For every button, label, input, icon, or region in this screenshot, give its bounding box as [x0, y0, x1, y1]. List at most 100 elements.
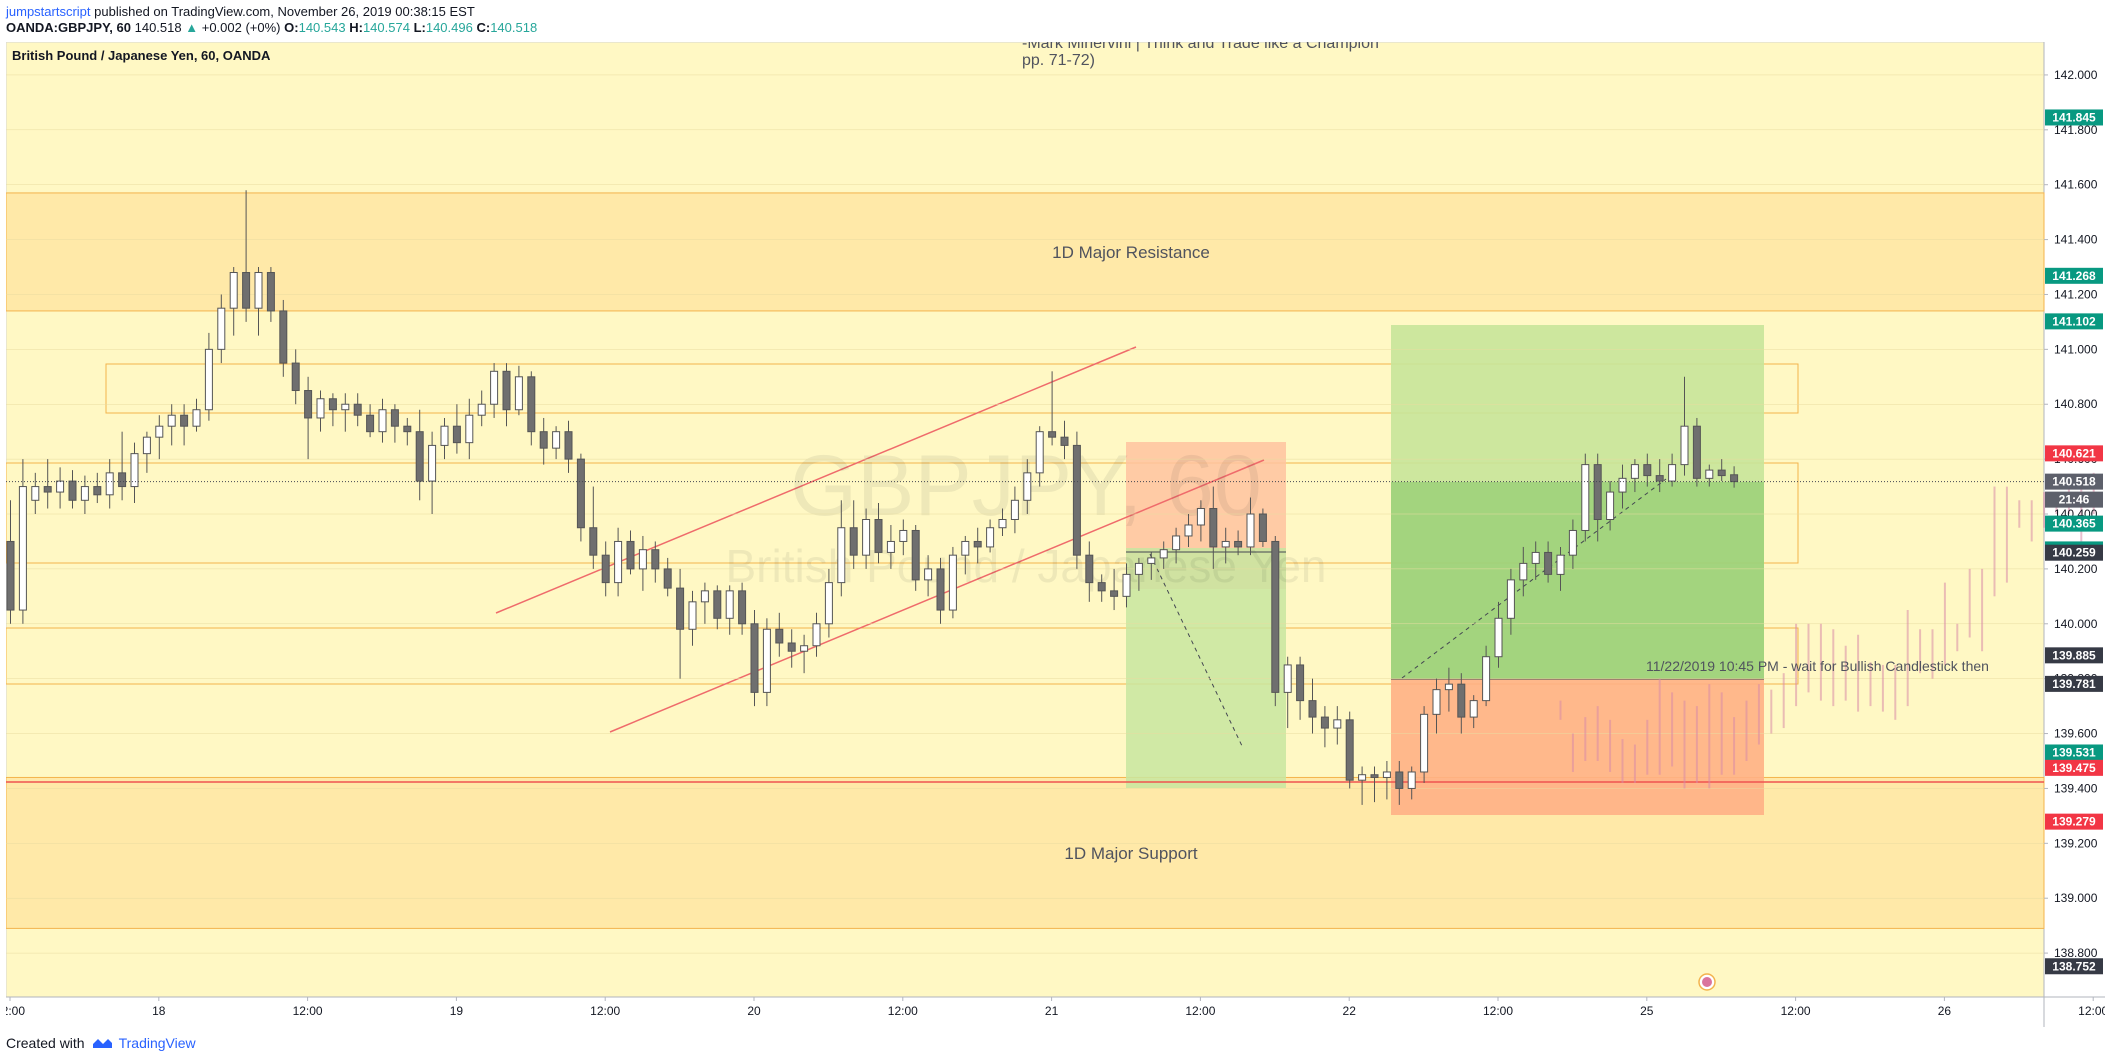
tradingview-logo-icon[interactable] — [91, 1036, 113, 1050]
candle-17 — [217, 294, 226, 364]
publish-line: jumpstartscript published on TradingView… — [6, 4, 537, 20]
created-with-label: Created with — [6, 1035, 85, 1051]
svg-text:140.621: 140.621 — [2052, 446, 2096, 460]
svg-text:141.268: 141.268 — [2052, 269, 2096, 283]
time-axis[interactable]: 12:00 18 12:00 19 12:00 20 12:00 21 12:00 22 12:00… — [6, 997, 2105, 1018]
price-markers: 141.845 141.268 141.102 140.621 140.518 21:46… — [2045, 109, 2103, 975]
candle-121 — [1506, 568, 1515, 635]
candle-94 — [1172, 527, 1181, 564]
candle-130 — [1618, 464, 1627, 509]
candle-34 — [428, 431, 437, 515]
svg-text:140.365: 140.365 — [2052, 517, 2096, 531]
candle-101 — [1258, 508, 1267, 547]
candle-126 — [1568, 519, 1577, 569]
candle-61 — [762, 618, 771, 707]
candle-118 — [1469, 695, 1478, 729]
candle-62 — [775, 612, 784, 657]
short-target-zone — [1126, 548, 1286, 788]
candle-74 — [924, 555, 933, 597]
candle-131 — [1630, 459, 1639, 493]
candle-3 — [43, 459, 52, 509]
y-tick-label-16: 138.800 — [2054, 946, 2098, 960]
candle-116 — [1444, 667, 1453, 712]
price-marker-3: 140.621 — [2045, 445, 2103, 462]
price-marker-6: 140.365 — [2045, 515, 2103, 532]
open-value: 140.543 — [298, 20, 346, 35]
candlestick-chart[interactable]: GBPJPY, 60 British Pound / Japanese Yen … — [6, 42, 2105, 1027]
candle-55 — [688, 590, 697, 646]
candle-100 — [1246, 497, 1255, 556]
candle-64 — [800, 634, 809, 674]
chart-frame[interactable]: GBPJPY, 60 British Pound / Japanese Yen … — [6, 42, 2105, 1027]
trade-annotation: 11/22/2019 10:45 PM - wait for Bullish C… — [1646, 658, 1989, 674]
candle-4 — [56, 467, 65, 509]
candle-36 — [452, 404, 461, 454]
price-marker-2: 141.102 — [2045, 313, 2103, 330]
candle-30 — [378, 398, 387, 443]
candle-38 — [477, 390, 486, 427]
footer: Created with TradingView — [6, 1035, 196, 1051]
candle-92 — [1147, 552, 1156, 580]
y-tick-label-3: 141.400 — [2054, 233, 2098, 247]
x-tick-label-14: 12:00 — [2078, 1004, 2105, 1018]
candle-115 — [1432, 678, 1441, 734]
candle-52 — [651, 541, 660, 583]
candle-96 — [1196, 500, 1205, 542]
y-tick-label-13: 139.400 — [2054, 781, 2098, 795]
range-box — [6, 462, 1799, 564]
candle-28 — [353, 393, 362, 427]
x-tick-label-2: 12:00 — [293, 1004, 323, 1018]
candle-53 — [663, 557, 672, 597]
svg-text:139.781: 139.781 — [2052, 677, 2096, 691]
symbol-name: OANDA:GBPJPY, 60 — [6, 20, 131, 35]
candle-67 — [837, 500, 846, 597]
svg-text:21:46: 21:46 — [2059, 493, 2090, 507]
x-tick-label-8: 12:00 — [1185, 1004, 1215, 1018]
candle-21 — [266, 267, 275, 322]
candle-7 — [93, 472, 102, 504]
candle-93 — [1159, 541, 1168, 569]
candle-102 — [1271, 535, 1280, 707]
candle-58 — [725, 585, 734, 635]
candle-136 — [1692, 417, 1701, 487]
price-marker-12: 139.475 — [2045, 759, 2103, 776]
candle-109 — [1358, 766, 1367, 805]
change-arrow-icon: ▲ — [185, 20, 199, 35]
x-tick-label-1: 18 — [152, 1004, 166, 1018]
candle-41 — [514, 365, 523, 416]
author-link[interactable]: jumpstartscript — [6, 4, 91, 19]
zone-labels: 1D Major Resistance 1D Major Support — [1052, 243, 1210, 863]
long-stop-zone — [1391, 679, 1764, 815]
x-tick-label-10: 12:00 — [1483, 1004, 1513, 1018]
candle-79 — [986, 519, 995, 553]
candle-49 — [614, 527, 623, 597]
candle-137 — [1705, 464, 1714, 487]
candle-124 — [1544, 541, 1553, 583]
y-tick-label-6: 140.800 — [2054, 397, 2098, 411]
candle-18 — [229, 267, 238, 336]
drawings-layer — [6, 325, 2044, 815]
candle-90 — [1122, 563, 1131, 608]
y-tick-label-2: 141.600 — [2054, 178, 2098, 192]
long-projection-path — [1401, 478, 1667, 679]
candle-122 — [1519, 546, 1528, 597]
publish-info: published on TradingView.com, November 2… — [94, 4, 475, 19]
quote-line-2: pp. 71-72) — [1022, 52, 1095, 69]
y-tick-label-9: 140.200 — [2054, 562, 2098, 576]
candle-47 — [589, 486, 598, 569]
tradingview-brand-link[interactable]: TradingView — [118, 1035, 196, 1051]
candle-76 — [948, 546, 957, 619]
symbol-line: OANDA:GBPJPY, 60 140.518 ▲ +0.002 (+0%) … — [6, 20, 537, 36]
long-target-zone-upper — [1391, 325, 1764, 482]
y-tick-label-5: 141.000 — [2054, 342, 2098, 356]
candle-88 — [1097, 574, 1106, 602]
candle-59 — [738, 582, 747, 635]
close-label: C: — [476, 20, 491, 35]
price-marker-14: 138.752 — [2045, 958, 2103, 975]
chart-title: British Pound / Japanese Yen, 60, OANDA — [12, 48, 271, 63]
candle-43 — [539, 417, 548, 465]
flag-icon[interactable] — [1698, 973, 1716, 991]
candle-105 — [1308, 678, 1317, 734]
candle-45 — [564, 420, 573, 473]
candle-84 — [1048, 371, 1057, 446]
